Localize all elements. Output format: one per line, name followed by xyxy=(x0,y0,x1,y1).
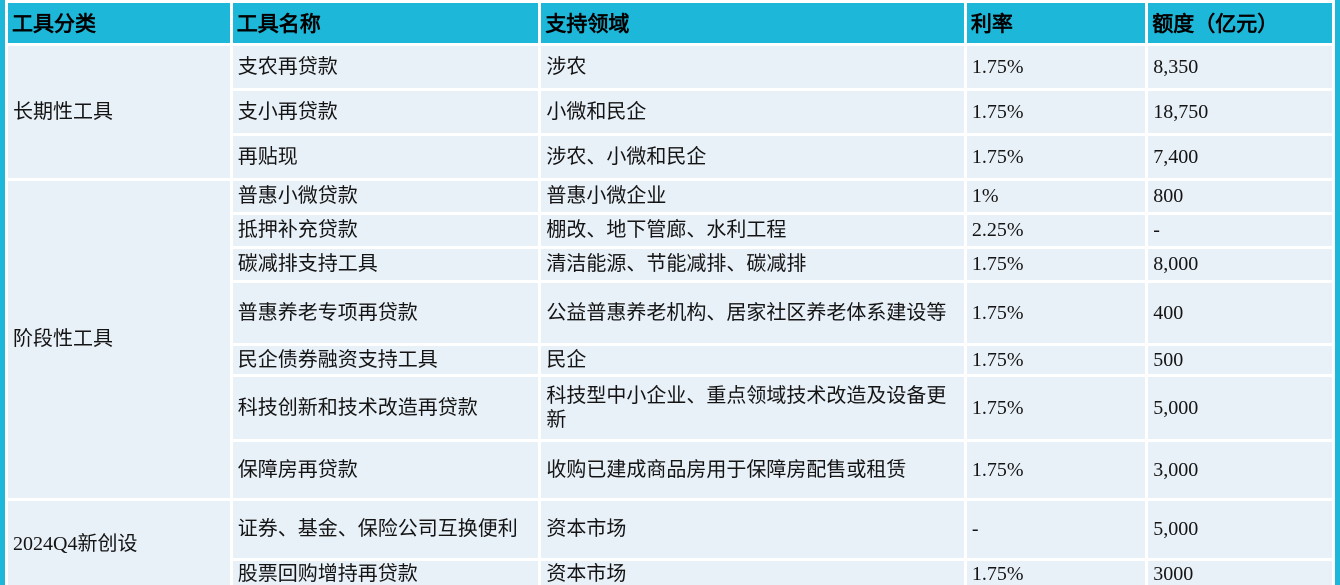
rate-cell: 1.75% xyxy=(966,377,1146,439)
field-cell: 收购已建成商品房用于保障房配售或租赁 xyxy=(541,442,964,498)
table-row: 2024Q4新创设 证券、基金、保险公司互换便利 资本市场 - 5,000 xyxy=(8,501,1332,585)
tool-name-cell: 支小再贷款 xyxy=(232,91,539,133)
quota-cell: 7,400 xyxy=(1148,136,1332,178)
rate-cell: 1.75% xyxy=(966,46,1146,88)
quota-cell: 3,000 xyxy=(1148,442,1332,498)
quota-cell: 5,000 xyxy=(1148,377,1332,439)
field-cell: 普惠小微企业 xyxy=(541,181,964,212)
field-cell: 涉农 xyxy=(541,46,964,88)
quota-cell: 400 xyxy=(1148,283,1332,343)
field-cell: 公益普惠养老机构、居家社区养老体系建设等 xyxy=(541,283,964,343)
header-category: 工具分类 xyxy=(8,3,230,43)
quota-cell: - xyxy=(1148,215,1332,246)
header-tool-name: 工具名称 xyxy=(232,3,539,43)
rate-cell: 1.75% xyxy=(966,561,1146,585)
quota-cell: 3000 xyxy=(1148,561,1332,585)
field-cell: 资本市场 xyxy=(541,501,964,558)
rate-cell: 1.75% xyxy=(966,283,1146,343)
tool-name-cell: 支农再贷款 xyxy=(232,46,539,88)
table-row: 碳减排支持工具 清洁能源、节能减排、碳减排 1.75% 8,000 xyxy=(8,249,1332,280)
field-cell: 棚改、地下管廊、水利工程 xyxy=(541,215,964,246)
category-cell: 长期性工具 xyxy=(8,46,230,178)
tool-name-cell: 抵押补充贷款 xyxy=(232,215,539,246)
quota-cell: 800 xyxy=(1148,181,1332,212)
quota-cell: 5,000 xyxy=(1148,501,1332,558)
field-cell: 资本市场 xyxy=(541,561,964,585)
policy-tools-table: 工具分类 工具名称 支持领域 利率 额度（亿元） 长期性工具 支农再贷款 涉农 … xyxy=(5,0,1335,585)
tool-name-cell: 股票回购增持再贷款 xyxy=(232,561,539,585)
category-cell: 阶段性工具 xyxy=(8,181,230,498)
tool-name-cell: 普惠养老专项再贷款 xyxy=(232,283,539,343)
header-row: 工具分类 工具名称 支持领域 利率 额度（亿元） xyxy=(8,3,1332,43)
tool-name-cell: 民企债券融资支持工具 xyxy=(232,346,539,374)
header-field: 支持领域 xyxy=(541,3,964,43)
rate-cell: - xyxy=(966,501,1146,558)
quota-cell: 18,750 xyxy=(1148,91,1332,133)
tool-name-cell: 碳减排支持工具 xyxy=(232,249,539,280)
table-row: 科技创新和技术改造再贷款 科技型中小企业、重点领域技术改造及设备更新 1.75%… xyxy=(8,377,1332,439)
rate-cell: 1.75% xyxy=(966,442,1146,498)
table-row: 阶段性工具 普惠小微贷款 普惠小微企业 1% 800 xyxy=(8,181,1332,498)
table-row: 普惠养老专项再贷款 公益普惠养老机构、居家社区养老体系建设等 1.75% 400 xyxy=(8,283,1332,343)
table-row: 民企债券融资支持工具 民企 1.75% 500 xyxy=(8,346,1332,374)
tool-name-cell: 再贴现 xyxy=(232,136,539,178)
table-row: 股票回购增持再贷款 资本市场 1.75% 3000 xyxy=(8,561,1332,585)
rate-cell: 1.75% xyxy=(966,346,1146,374)
header-quota: 额度（亿元） xyxy=(1148,3,1332,43)
table-row: 再贴现 涉农、小微和民企 1.75% 7,400 xyxy=(8,136,1332,178)
quota-cell: 8,000 xyxy=(1148,249,1332,280)
quota-cell: 8,350 xyxy=(1148,46,1332,88)
rate-cell: 2.25% xyxy=(966,215,1146,246)
field-cell: 小微和民企 xyxy=(541,91,964,133)
header-rate: 利率 xyxy=(966,3,1146,43)
tool-name-cell: 普惠小微贷款 xyxy=(232,181,539,212)
quota-cell: 500 xyxy=(1148,346,1332,374)
table-row: 支小再贷款 小微和民企 1.75% 18,750 xyxy=(8,91,1332,133)
rate-cell: 1.75% xyxy=(966,136,1146,178)
tool-name-cell: 证券、基金、保险公司互换便利 xyxy=(232,501,539,558)
field-cell: 清洁能源、节能减排、碳减排 xyxy=(541,249,964,280)
field-cell: 涉农、小微和民企 xyxy=(541,136,964,178)
tool-name-cell: 保障房再贷款 xyxy=(232,442,539,498)
table-row: 抵押补充贷款 棚改、地下管廊、水利工程 2.25% - xyxy=(8,215,1332,246)
table-row: 长期性工具 支农再贷款 涉农 1.75% 8,350 xyxy=(8,46,1332,178)
field-cell: 科技型中小企业、重点领域技术改造及设备更新 xyxy=(541,377,964,439)
rate-cell: 1.75% xyxy=(966,91,1146,133)
category-cell: 2024Q4新创设 xyxy=(8,501,230,585)
rate-cell: 1.75% xyxy=(966,249,1146,280)
rate-cell: 1% xyxy=(966,181,1146,212)
table-row: 保障房再贷款 收购已建成商品房用于保障房配售或租赁 1.75% 3,000 xyxy=(8,442,1332,498)
field-cell: 民企 xyxy=(541,346,964,374)
tool-name-cell: 科技创新和技术改造再贷款 xyxy=(232,377,539,439)
